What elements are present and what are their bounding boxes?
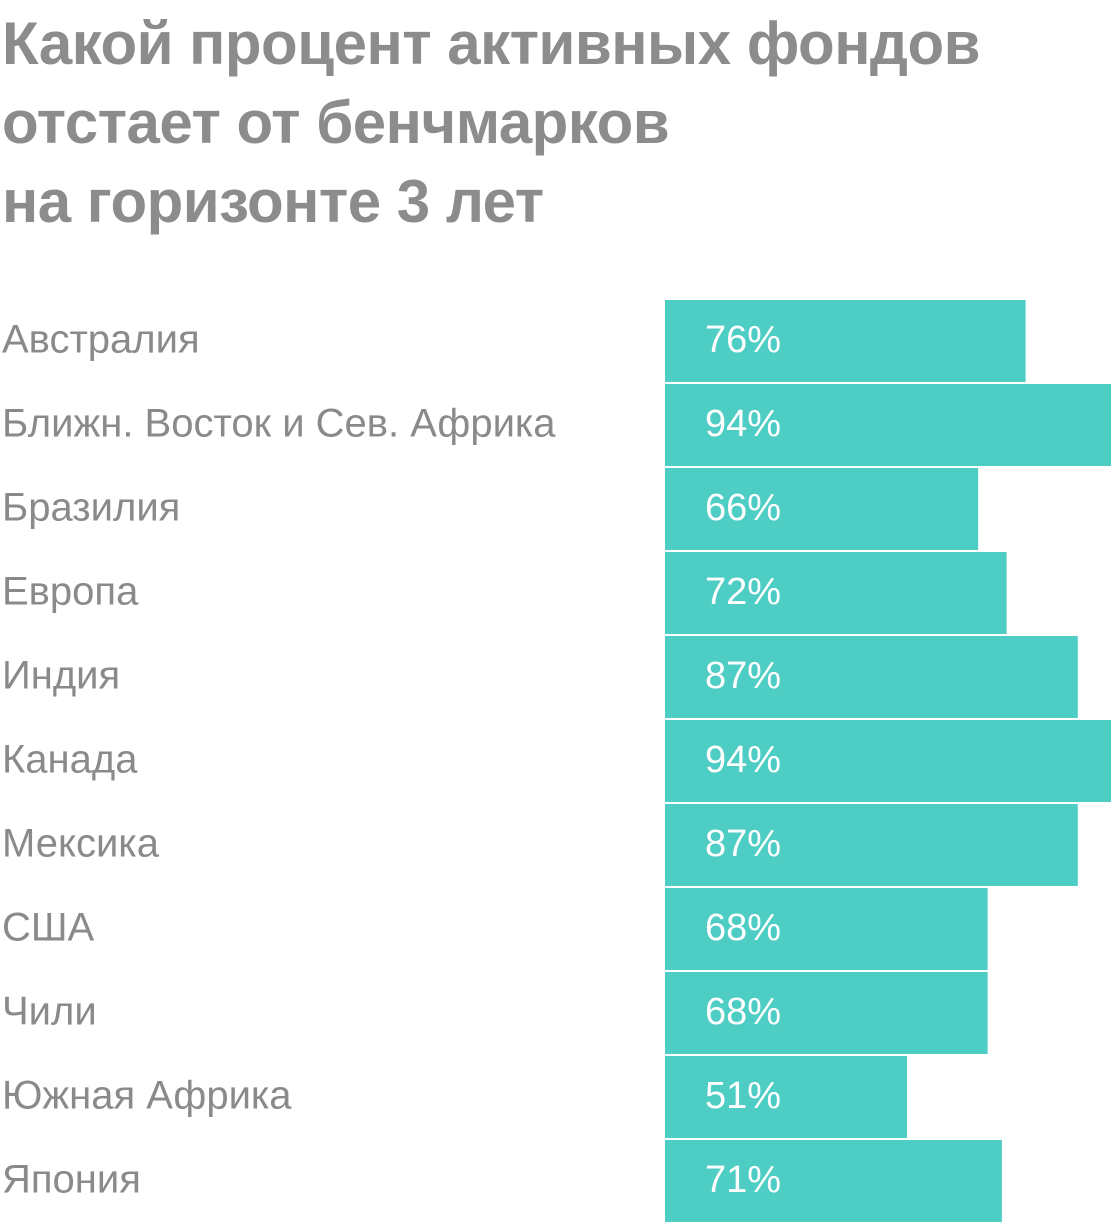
category-label: Индия	[2, 654, 120, 698]
value-label: 87%	[705, 823, 781, 865]
category-label: Ближн. Восток и Сев. Африка	[2, 402, 556, 446]
category-label: Европа	[2, 570, 139, 614]
bar	[665, 720, 1111, 802]
category-label: Австралия	[2, 318, 200, 362]
value-label: 51%	[705, 1075, 781, 1117]
value-label: 76%	[705, 319, 781, 361]
category-label: Бразилия	[2, 486, 180, 530]
value-label: 94%	[705, 403, 781, 445]
bar	[665, 1056, 907, 1138]
category-label: США	[2, 906, 95, 950]
bar	[665, 888, 988, 970]
chart-title: Какой процент активных фондов отстает от…	[2, 10, 981, 235]
bar	[665, 1140, 1002, 1222]
bar	[665, 552, 1007, 634]
value-label: 87%	[705, 655, 781, 697]
category-label: Южная Африка	[2, 1074, 292, 1118]
value-label: 71%	[705, 1159, 781, 1201]
bar	[665, 972, 988, 1054]
value-label: 68%	[705, 991, 781, 1033]
category-label: Мексика	[2, 822, 160, 866]
value-label: 66%	[705, 487, 781, 529]
bar	[665, 384, 1111, 466]
value-label: 72%	[705, 571, 781, 613]
bar	[665, 468, 979, 550]
category-label: Япония	[2, 1158, 141, 1202]
bar	[665, 804, 1078, 886]
category-label: Канада	[2, 738, 138, 782]
value-label: 94%	[705, 739, 781, 781]
bar	[665, 300, 1026, 382]
category-label: Чили	[2, 990, 97, 1034]
value-label: 68%	[705, 907, 781, 949]
bar	[665, 636, 1078, 718]
